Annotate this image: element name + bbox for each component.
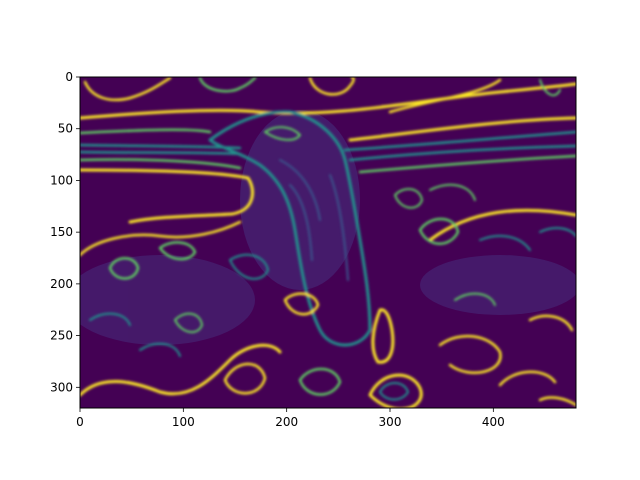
edge-contour [198,77,257,93]
edge-contour [80,343,282,397]
edge-contour [539,79,561,97]
edge-contour [158,241,197,261]
axes-frame [79,76,577,409]
x-axis: 0 100 200 300 400 [76,408,505,429]
x-tick-label: 300 [379,415,402,429]
edge-contour [348,116,576,142]
edge-contour [429,183,476,201]
edge-contour [80,220,242,257]
edge-contour [308,77,355,96]
y-tick-label: 0 [65,70,73,84]
edge-contour [418,217,460,245]
edge-contour [428,208,576,242]
y-axis: 0 50 100 150 200 250 300 [50,70,80,394]
edge-contour [394,188,423,209]
y-tick-label: 200 [50,277,73,291]
edge-contour [358,154,576,174]
heatmap-image [80,77,576,408]
edge-contour [343,130,576,162]
edge-contour [371,308,395,364]
x-tick-label: 100 [172,415,195,429]
edge-contour [454,292,496,306]
x-tick-label: 400 [482,415,505,429]
y-tick-label: 100 [50,173,73,187]
edge-contour [208,110,372,347]
y-tick-label: 300 [50,380,73,394]
edge-contour [379,382,409,401]
y-tick-label: 250 [50,329,73,343]
edge-contour [538,396,576,407]
edge-contour [283,292,320,316]
edge-contour [279,159,349,281]
edge-contour [229,253,269,280]
edge-contour [498,314,574,387]
edge-contour [89,312,181,357]
edge-contour [80,168,255,224]
edge-contour [174,312,203,333]
edge-contour [80,158,242,170]
edge-contour [388,78,502,114]
edge-contour [223,362,267,395]
x-tick-label: 200 [275,415,298,429]
edge-contour [298,367,342,396]
edge-contour [438,334,502,374]
y-tick-label: 150 [50,225,73,239]
edge-contour [479,227,576,251]
edge-contour [108,257,140,280]
x-tick-label: 0 [76,415,84,429]
edge-contour [264,126,301,141]
edge-contour [83,77,172,102]
edge-contour [80,128,212,135]
y-tick-label: 50 [58,122,73,136]
edge-contour [80,82,576,120]
